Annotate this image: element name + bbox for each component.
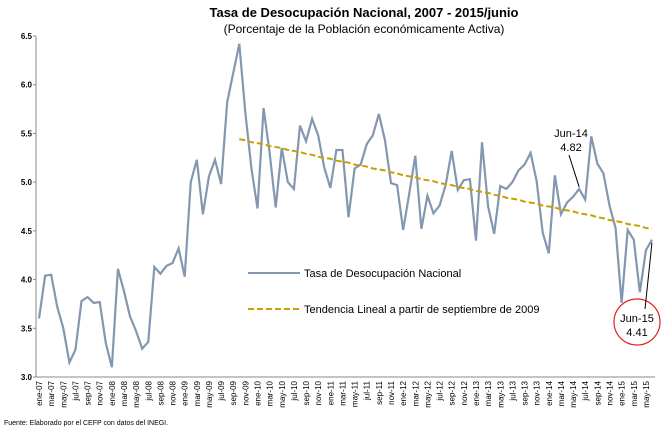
x-tick-label: mar-15 — [630, 380, 639, 406]
y-tick-label: 5.0 — [21, 178, 33, 187]
annotation-label: Jun-15 — [620, 313, 654, 325]
x-tick-label: ene-09 — [181, 380, 190, 405]
x-tick-label: ene-07 — [35, 380, 44, 405]
x-tick-label: nov-07 — [96, 380, 105, 405]
chart-subtitle: (Porcentaje de la Población económicamen… — [224, 22, 505, 36]
x-tick-label: sep-12 — [448, 380, 457, 405]
x-tick-label: mar-12 — [411, 380, 420, 406]
annotation-arrow — [568, 154, 580, 188]
x-tick-label: jul-08 — [144, 380, 153, 401]
source-note: Fuente: Elaborado por el CEFP con datos … — [4, 420, 168, 427]
y-tick-label: 6.5 — [21, 32, 33, 41]
x-tick-label: sep-08 — [156, 380, 165, 405]
x-tick-label: nov-12 — [460, 380, 469, 405]
legend-label: Tasa de Desocupación Nacional — [304, 268, 461, 280]
x-tick-label: may-10 — [278, 380, 287, 407]
annotation-label: Jun-14 — [554, 128, 588, 140]
x-tick-label: may-08 — [132, 380, 141, 407]
annotation-value: 4.41 — [626, 327, 647, 339]
x-tick-label: mar-08 — [120, 380, 129, 406]
x-tick-label: nov-08 — [169, 380, 178, 405]
x-tick-label: may-12 — [423, 380, 432, 407]
x-tick-label: jul-09 — [217, 380, 226, 401]
y-tick-label: 4.5 — [21, 227, 33, 236]
highlight-circle — [613, 298, 661, 346]
x-tick-label: ene-08 — [108, 380, 117, 405]
x-tick-label: ene-14 — [545, 380, 554, 405]
x-tick-label: nov-09 — [241, 380, 250, 405]
x-tick-label: mar-09 — [193, 380, 202, 406]
x-tick-label: ene-15 — [618, 380, 627, 405]
x-tick-label: jul-14 — [581, 380, 590, 401]
x-tick-label: nov-11 — [387, 380, 396, 404]
chart-title: Tasa de Desocupación Nacional, 2007 - 20… — [210, 5, 519, 20]
y-tick-label: 3.0 — [21, 373, 33, 382]
annotation-value: 4.82 — [560, 142, 581, 154]
x-tick-label: mar-13 — [484, 380, 493, 406]
x-tick-label: jul-11 — [363, 380, 372, 401]
series-line — [239, 138, 653, 230]
x-tick-label: sep-13 — [521, 380, 530, 405]
y-tick-label: 4.0 — [21, 276, 33, 285]
x-tick-label: mar-10 — [266, 380, 275, 406]
y-tick-label: 5.5 — [21, 129, 33, 138]
y-tick-label: 3.5 — [21, 324, 33, 333]
x-tick-label: ene-10 — [254, 380, 263, 405]
x-tick-label: jul-10 — [290, 380, 299, 401]
x-tick-label: nov-13 — [533, 380, 542, 405]
x-tick-label: may-09 — [205, 380, 214, 407]
legend-label: Tendencia Lineal a partir de septiembre … — [304, 304, 539, 316]
x-tick-label: may-07 — [59, 380, 68, 407]
x-tick-label: mar-11 — [338, 380, 347, 405]
series-line — [37, 43, 653, 368]
x-tick-label: ene-12 — [399, 380, 408, 405]
x-tick-label: ene-13 — [472, 380, 481, 405]
y-tick-label: 6.0 — [21, 81, 33, 90]
x-tick-label: may-14 — [569, 380, 578, 407]
x-tick-label: jul-13 — [508, 380, 517, 401]
x-tick-label: sep-10 — [302, 380, 311, 405]
x-tick-label: nov-14 — [605, 380, 614, 405]
x-tick-label: may-13 — [496, 380, 505, 407]
x-tick-label: sep-07 — [84, 380, 93, 405]
x-tick-label: may-11 — [351, 380, 360, 407]
x-tick-label: nov-10 — [314, 380, 323, 405]
x-tick-label: may-15 — [642, 380, 651, 407]
x-tick-label: mar-07 — [47, 380, 56, 406]
x-tick-label: sep-09 — [229, 380, 238, 405]
annotation-arrow — [644, 242, 653, 310]
x-tick-label: jul-07 — [71, 380, 80, 401]
x-tick-label: ene-11 — [326, 380, 335, 405]
x-tick-label: mar-14 — [557, 380, 566, 406]
x-tick-label: sep-11 — [375, 380, 384, 404]
x-tick-label: jul-12 — [436, 380, 445, 401]
x-tick-label: sep-14 — [593, 380, 602, 405]
